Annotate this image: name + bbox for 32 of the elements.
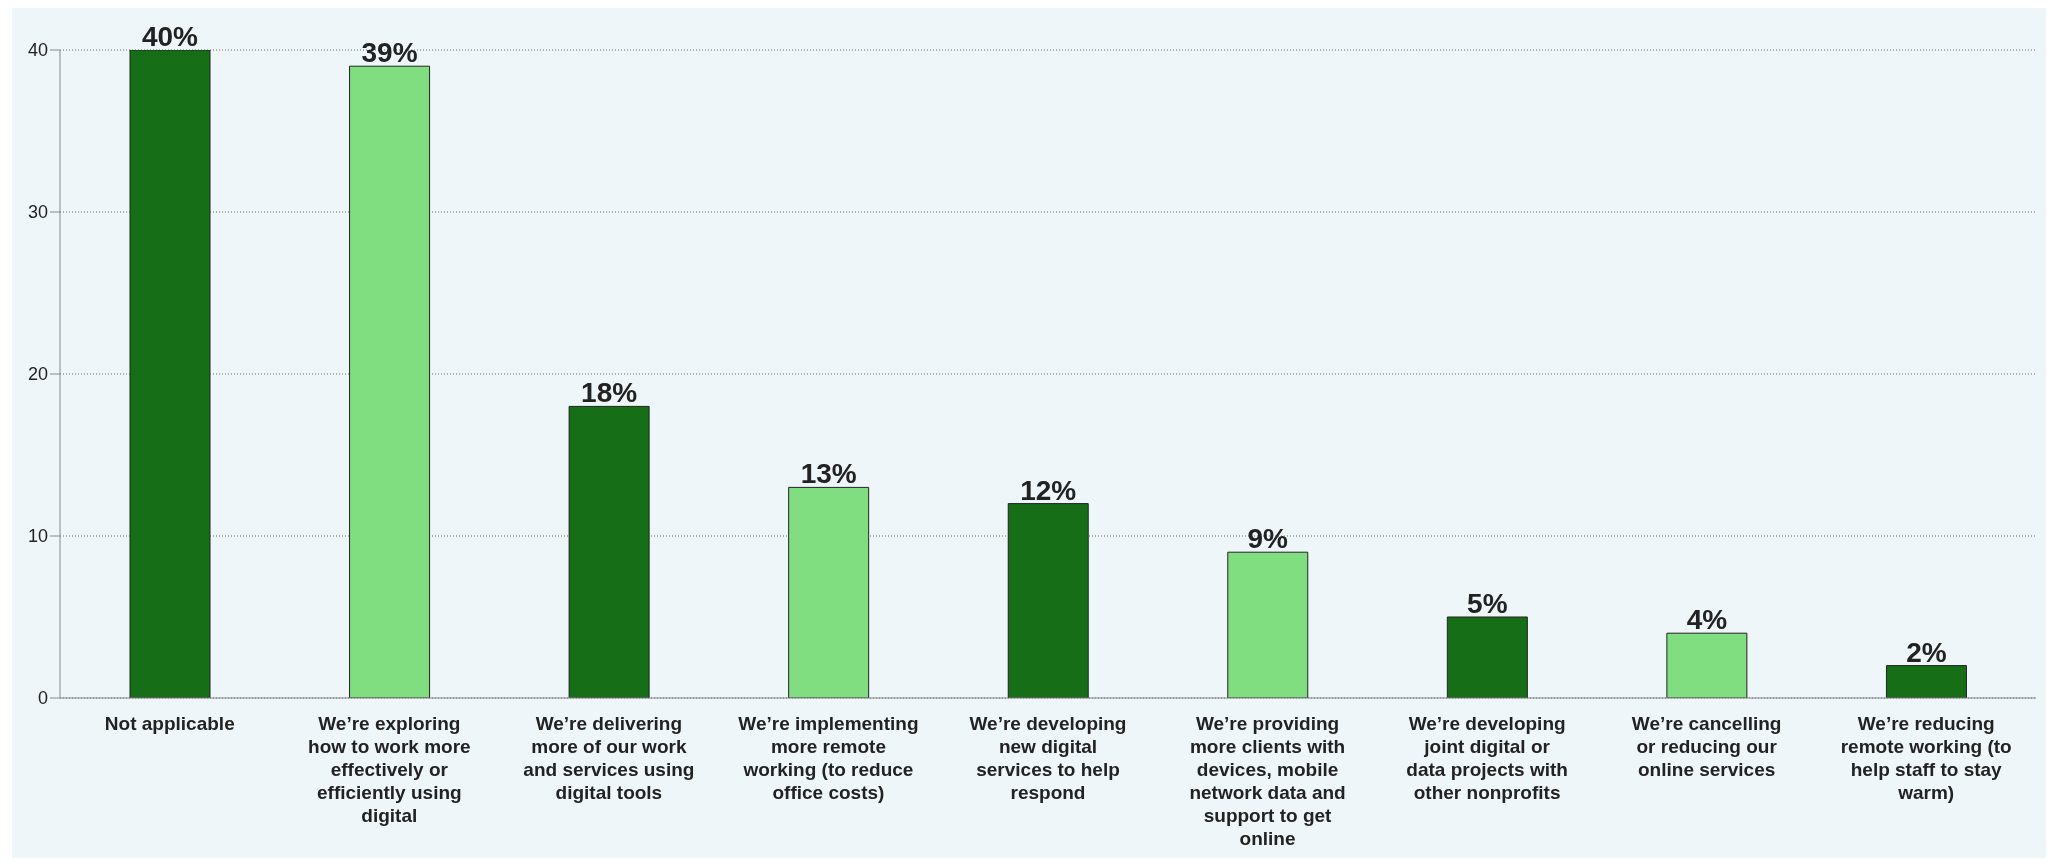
bar: [1666, 632, 1748, 698]
y-tick-label: 20: [27, 364, 48, 385]
y-tick-label: 40: [27, 40, 48, 61]
x-tick-label: We’re reducing remote working (to help staff to stay warm): [1840, 713, 2012, 803]
x-tick-label: We’re providing more clients with devices, mobile network data and support to get online: [1189, 713, 1346, 849]
bar: [568, 405, 650, 698]
y-tick-label: 30: [27, 202, 48, 223]
y-tick-label: 0: [37, 688, 48, 709]
data-label: 18%: [581, 377, 638, 409]
x-tick-label: We’re developing new digital services to help respond: [969, 713, 1127, 803]
x-tick-label: Not applicable: [104, 713, 235, 734]
x-tick-label: We’re exploring how to work more effectively or efficiently using digital: [308, 713, 471, 826]
bar: [1446, 616, 1528, 698]
bar: [1007, 503, 1089, 698]
x-tick-label: We’re developing joint digital or data projects with other nonprofits: [1406, 713, 1568, 803]
data-label: 2%: [1906, 636, 1947, 668]
bar: [1885, 665, 1967, 698]
y-tick-label: 10: [27, 526, 48, 547]
data-label: 9%: [1247, 523, 1289, 555]
data-label: 5%: [1467, 588, 1508, 619]
bar: [349, 65, 431, 698]
bar: [788, 486, 870, 698]
data-label: 12%: [1020, 474, 1077, 506]
data-label: 39%: [361, 37, 418, 69]
x-tick-label: We’re cancelling or reducing our online services: [1631, 713, 1782, 780]
data-label: 4%: [1686, 604, 1728, 636]
bar: [129, 50, 211, 698]
data-label: 13%: [800, 458, 857, 490]
x-tick-label: We’re delivering more of our work and services using digital tools: [523, 713, 695, 803]
data-label: 40%: [141, 21, 199, 52]
bar: [1227, 551, 1309, 698]
x-tick-label: We’re implementing more remote working (to reduce office costs): [738, 713, 919, 803]
